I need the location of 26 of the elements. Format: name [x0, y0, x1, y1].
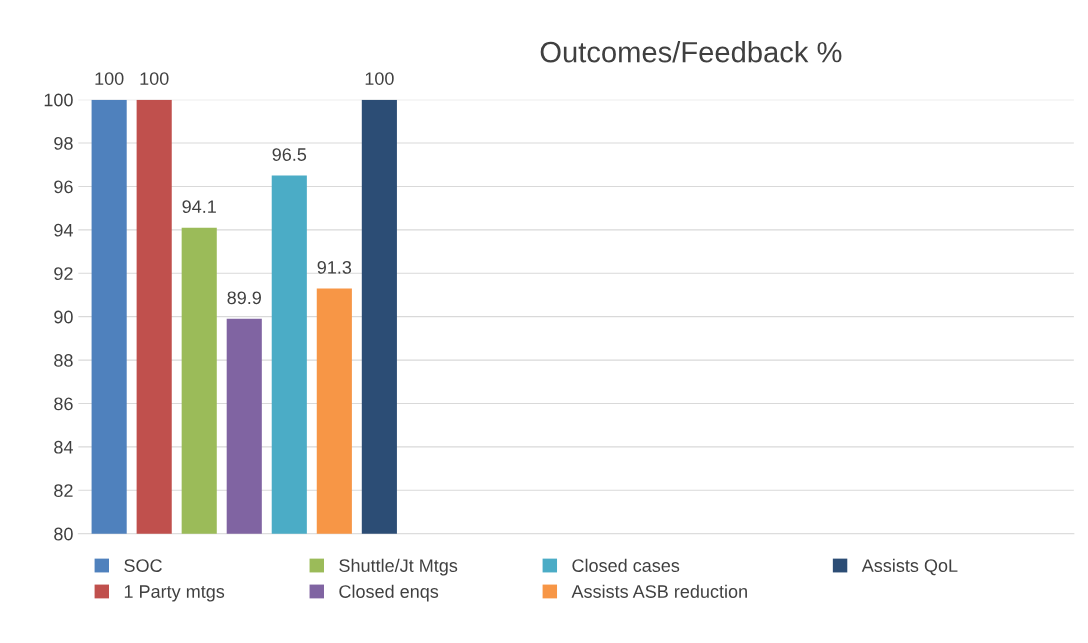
legend-label: Shuttle/Jt Mtgs	[339, 558, 458, 576]
data-label: 100	[365, 72, 394, 85]
legend-label: SOC	[124, 559, 162, 572]
y-tick-label: 86	[54, 397, 73, 411]
legend-label: 1 Party mtgs	[124, 585, 225, 602]
y-tick-label: 94	[54, 223, 73, 237]
y-tick-label: 80	[54, 527, 73, 541]
data-label: 96.5	[272, 148, 307, 161]
data-label: 91.3	[317, 261, 352, 274]
y-tick-label: 92	[54, 267, 73, 280]
legend-label: Closed enqs	[339, 584, 439, 602]
y-tick-label: 82	[54, 484, 73, 498]
legend-label: Assists QoL	[861, 558, 958, 576]
data-label: 100	[140, 72, 169, 85]
y-tick-label: 90	[54, 310, 73, 324]
data-label: 89.9	[227, 291, 261, 305]
y-tick-label: 88	[54, 354, 73, 367]
data-label: 94.1	[182, 200, 216, 214]
y-tick-label: 100	[44, 93, 73, 107]
y-tick-label: 84	[54, 440, 73, 454]
legend-label: Assists ASB reduction	[571, 584, 747, 598]
y-tick-label: 96	[54, 180, 73, 194]
legend-label: Closed cases	[572, 558, 680, 572]
y-tick-label: 98	[54, 137, 73, 150]
data-label: 100	[95, 72, 124, 85]
chart-title: Outcomes/Feedback %	[540, 41, 842, 63]
